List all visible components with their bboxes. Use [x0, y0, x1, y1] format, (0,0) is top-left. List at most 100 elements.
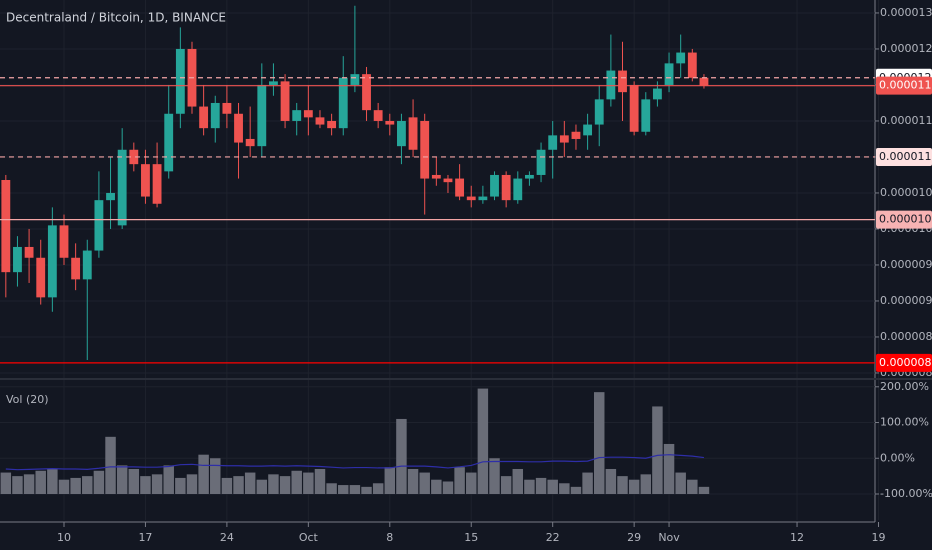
- candle-body: [315, 117, 325, 125]
- volume-bar: [198, 454, 209, 494]
- x-tick-label: 17: [138, 531, 152, 544]
- y-tick-label: -100.00%: [880, 487, 932, 500]
- volume-bar: [407, 468, 419, 494]
- candle-body: [466, 196, 476, 201]
- volume-bar: [605, 468, 617, 494]
- volume-bar: [454, 467, 465, 494]
- volume-bar: [163, 465, 174, 494]
- candle-body: [1, 180, 11, 273]
- volume-bar: [279, 476, 291, 494]
- volume-bar: [617, 476, 628, 494]
- volume-bar: [663, 443, 675, 494]
- volume-bar: [186, 474, 198, 494]
- candle-body: [699, 77, 709, 86]
- candle-body: [164, 113, 174, 172]
- y-tick-label: 200.00%: [880, 380, 929, 393]
- volume-bar: [675, 472, 686, 494]
- volume-bar: [116, 465, 128, 494]
- candle-body: [129, 149, 139, 165]
- x-tick-label: 24: [220, 531, 234, 544]
- candle-body: [490, 174, 499, 197]
- volume-bar: [175, 477, 186, 494]
- candle-body: [536, 149, 546, 175]
- volume-bar: [151, 474, 163, 494]
- volume-bar: [291, 470, 302, 494]
- candle-body: [513, 178, 523, 201]
- volume-bar: [233, 476, 244, 494]
- candle-body: [24, 246, 34, 258]
- volume-bar: [535, 477, 547, 494]
- x-tick-label: 19: [871, 531, 885, 544]
- price-label: 0.00000814: [879, 356, 932, 369]
- volume-bar: [303, 472, 314, 494]
- volume-bar: [419, 472, 430, 494]
- candle-body: [397, 120, 406, 147]
- candle-body: [13, 246, 22, 273]
- volume-bar: [210, 458, 221, 494]
- y-tick-label: 0.00001150: [880, 114, 932, 127]
- candle-body: [606, 70, 616, 100]
- volume-bar: [105, 436, 116, 494]
- candle-body: [525, 174, 534, 179]
- volume-bar: [70, 477, 81, 494]
- volume-bar: [244, 472, 256, 494]
- price-label-box: [876, 210, 932, 229]
- y-tick-label: 0.00001250: [880, 42, 932, 55]
- y-tick-label: 0.00001050: [880, 186, 932, 199]
- price-label: 0.00001100: [879, 150, 932, 163]
- volume-bar: [372, 483, 384, 494]
- candle-body: [59, 225, 69, 258]
- candle-body: [455, 178, 465, 197]
- candle-body: [583, 124, 593, 136]
- candle-body: [664, 63, 674, 85]
- candle-body: [385, 120, 395, 125]
- candle-body: [431, 174, 441, 179]
- x-tick-label: Nov: [658, 531, 680, 544]
- volume-bar: [442, 481, 454, 494]
- candle-body: [210, 102, 220, 129]
- price-label-box: [876, 147, 932, 166]
- volume-bar: [256, 479, 268, 494]
- candle-body: [443, 178, 453, 183]
- candle-body: [36, 257, 46, 298]
- x-tick-label: 29: [627, 531, 641, 544]
- candle-body: [641, 99, 651, 132]
- volume-bar: [23, 474, 35, 494]
- volume-bar: [524, 479, 535, 494]
- volume-label: Vol (20): [6, 393, 49, 406]
- candle-body: [420, 120, 430, 179]
- volume-bar: [0, 472, 12, 494]
- candle-body: [303, 110, 313, 118]
- volume-bar: [128, 468, 140, 494]
- volume-bar: [547, 479, 558, 494]
- y-tick-label: 0.00001300: [880, 6, 932, 19]
- volume-bar: [489, 458, 500, 494]
- candle-body: [327, 120, 337, 129]
- candle-body: [559, 135, 569, 143]
- candle-body: [350, 74, 360, 85]
- volume-bar: [466, 472, 477, 494]
- volume-bar: [338, 485, 349, 494]
- volume-bar: [593, 392, 605, 494]
- y-tick-label: 0.00%: [880, 451, 915, 464]
- volume-bar: [140, 476, 151, 494]
- candle-body: [234, 113, 243, 143]
- candle-body: [47, 225, 57, 298]
- volume-ma-line: [5, 454, 705, 471]
- volume-bar: [58, 479, 70, 494]
- candle-body: [106, 192, 115, 201]
- candle-body: [245, 138, 255, 147]
- volume-bar: [82, 476, 93, 494]
- volume-bar: [268, 474, 279, 494]
- x-tick-label: 15: [464, 531, 478, 544]
- volume-bar: [698, 486, 710, 494]
- candle-body: [199, 106, 209, 129]
- x-tick-label: 10: [57, 531, 71, 544]
- candle-body: [618, 70, 627, 93]
- price-label: 0.00001013: [879, 213, 932, 226]
- candle-body: [292, 110, 302, 121]
- y-tick-label: 0.00000850: [880, 330, 932, 343]
- volume-bar: [559, 483, 570, 494]
- volume-bar: [652, 406, 663, 494]
